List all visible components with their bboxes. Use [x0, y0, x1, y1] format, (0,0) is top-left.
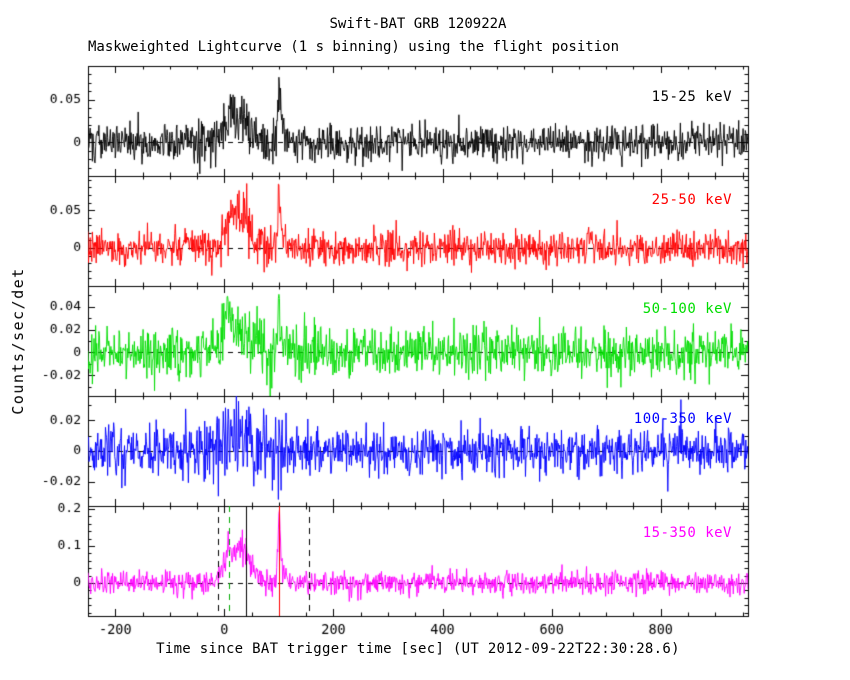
chart-title: Swift-BAT GRB 120922A	[329, 16, 507, 32]
panel-label-25-50-kev: 25-50 keV	[651, 192, 732, 208]
y-axis-label: Counts/sec/det	[9, 267, 27, 415]
panel-label-15-350-kev: 15-350 keV	[642, 525, 732, 541]
panel-label-100-350-kev: 100-350 keV	[633, 411, 732, 427]
panel-label-50-100-kev: 50-100 keV	[642, 301, 732, 317]
panel-label-15-25-kev: 15-25 keV	[651, 89, 732, 105]
x-axis-label: Time since BAT trigger time [sec] (UT 20…	[156, 641, 680, 657]
chart-subtitle: Maskweighted Lightcurve (1 s binning) us…	[88, 39, 620, 55]
